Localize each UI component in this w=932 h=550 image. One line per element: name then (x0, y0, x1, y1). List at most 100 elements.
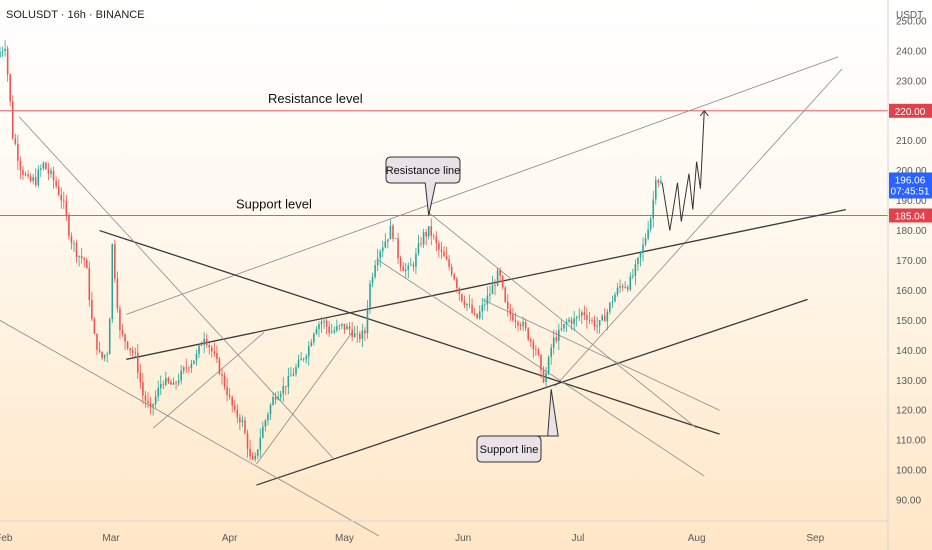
candle-body (364, 330, 366, 334)
trendline-upper-channel (126, 56, 839, 315)
level-lines (0, 110, 888, 216)
candle-body (519, 325, 522, 327)
candle-body (57, 186, 60, 195)
candle-body (188, 367, 190, 369)
price-tick-label: 120.00 (896, 406, 927, 417)
candle-body (328, 326, 330, 333)
candle-body (320, 321, 323, 325)
candle-body (484, 304, 486, 306)
currency-label: USDT (896, 10, 923, 21)
candle-body (205, 338, 208, 346)
candle-body (91, 300, 93, 319)
candle-body (655, 180, 657, 200)
badge-bg (889, 172, 932, 199)
candle-body (85, 259, 88, 269)
candle-body (170, 382, 172, 385)
candle-body (4, 48, 6, 51)
candle-body (22, 169, 24, 175)
candle-body (129, 348, 131, 351)
trendline-jun-channel-lower (482, 299, 720, 411)
candle-body (259, 437, 262, 450)
time-axis[interactable]: Feb Mar Apr May Jun Jul Aug Sep (0, 533, 825, 544)
trendline-steep-falling (18, 116, 334, 459)
candle-body (1, 50, 4, 53)
candle-body (433, 235, 435, 237)
candle-body (430, 226, 433, 236)
price-axis[interactable]: 90.00 100.00 110.00 120.00 130.00 140.00 150.0… (896, 16, 927, 506)
candle-body (570, 319, 573, 324)
candle-body (461, 294, 463, 302)
candle-body (458, 288, 461, 295)
time-tick-label: Jun (455, 533, 471, 544)
candle-body (343, 323, 346, 330)
candle-body (185, 367, 188, 369)
candle-body (481, 304, 484, 312)
candle-body (63, 200, 65, 202)
candle-body (603, 315, 606, 322)
candle-body (256, 449, 259, 456)
candle-body (6, 48, 9, 75)
time-tick-label: Feb (0, 533, 13, 544)
candle-body (427, 226, 430, 237)
candle-body (279, 393, 282, 398)
time-tick-label: Jul (572, 533, 585, 544)
candle-body (359, 333, 361, 339)
candle-body (300, 358, 302, 361)
trendline-middle-rising (126, 208, 847, 360)
candle-body (611, 301, 614, 303)
candle-body (218, 358, 221, 374)
candle-body (315, 329, 318, 334)
price-tick-label: 240.00 (896, 46, 927, 57)
candle-body (496, 270, 499, 286)
candle-body (333, 330, 336, 333)
candle-body (330, 332, 333, 333)
candle-body (621, 285, 624, 288)
candle-body (410, 264, 412, 266)
candle-body (348, 326, 351, 330)
candle-body (586, 314, 588, 320)
candle-body (512, 314, 514, 321)
candle-body (9, 74, 11, 102)
candle-body (325, 320, 328, 327)
candle-body (68, 215, 70, 237)
candle-body (239, 417, 241, 423)
candle-body (489, 294, 491, 296)
candle-body (598, 320, 601, 326)
candle-body (126, 341, 129, 349)
candle-body (198, 345, 200, 355)
candle-body (486, 295, 489, 305)
candle-body (24, 174, 27, 176)
candle-body (550, 347, 552, 358)
candle-body (387, 239, 389, 242)
candle-body (629, 276, 632, 290)
candle-body (111, 244, 114, 320)
candle-body (124, 334, 126, 342)
candle-body (542, 370, 545, 382)
badge-text: 07:45:51 (891, 186, 930, 197)
candle-body (634, 264, 637, 276)
candle-body (96, 333, 98, 350)
candle-body (517, 322, 519, 326)
candle-body (190, 363, 193, 369)
candle-body (581, 312, 583, 316)
price-tick-label: 140.00 (896, 346, 927, 357)
candle-body (353, 333, 356, 338)
candle-body (341, 323, 343, 326)
trendline-jun-channel (428, 212, 697, 429)
candle-body (221, 373, 223, 376)
candle-body (267, 414, 269, 421)
candle-body (251, 456, 254, 460)
candle-body (60, 194, 63, 201)
candle-body (290, 375, 292, 377)
candle-body (233, 405, 236, 410)
candle-body (246, 433, 249, 449)
candle-body (593, 320, 596, 327)
candle-body (50, 170, 52, 174)
candle-body (624, 287, 626, 288)
candle-body (216, 353, 218, 359)
badge-bg (889, 208, 932, 223)
candle-body (254, 455, 256, 460)
trendline-right-wedge (554, 68, 843, 387)
